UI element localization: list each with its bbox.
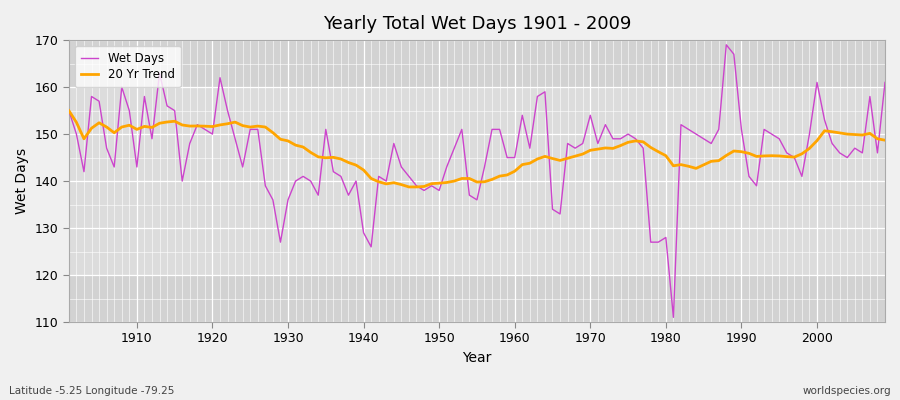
Wet Days [600, 122, 611, 127]
Wet Days [509, 155, 520, 160]
Wet Days [290, 179, 301, 184]
20 Yr Trend [608, 146, 618, 151]
Line: 20 Yr Trend: 20 Yr Trend [68, 110, 885, 187]
20 Yr Trend [336, 156, 346, 161]
Line: Wet Days: Wet Days [68, 45, 885, 317]
20 Yr Trend [63, 108, 74, 113]
Wet Days [63, 108, 74, 113]
Wet Days [879, 80, 890, 85]
20 Yr Trend [879, 138, 890, 142]
Title: Yearly Total Wet Days 1901 - 2009: Yearly Total Wet Days 1901 - 2009 [323, 15, 631, 33]
20 Yr Trend [403, 184, 414, 189]
20 Yr Trend [124, 123, 135, 128]
Legend: Wet Days, 20 Yr Trend: Wet Days, 20 Yr Trend [75, 46, 181, 87]
Bar [68, 275, 885, 322]
Y-axis label: Wet Days: Wet Days [15, 148, 29, 214]
20 Yr Trend [290, 143, 301, 148]
Wet Days [721, 42, 732, 47]
Wet Days [668, 315, 679, 320]
Wet Days [502, 155, 513, 160]
Wet Days [124, 108, 135, 113]
20 Yr Trend [517, 162, 527, 167]
Bar [68, 40, 885, 87]
Text: worldspecies.org: worldspecies.org [803, 386, 891, 396]
X-axis label: Year: Year [463, 351, 491, 365]
Text: Latitude -5.25 Longitude -79.25: Latitude -5.25 Longitude -79.25 [9, 386, 175, 396]
Wet Days [336, 174, 346, 179]
20 Yr Trend [509, 169, 520, 174]
